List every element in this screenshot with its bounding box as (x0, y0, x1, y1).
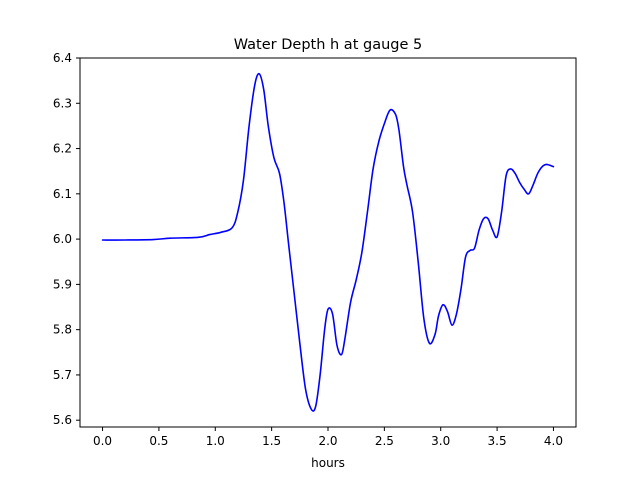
y-tick-label: 6.1 (53, 187, 72, 201)
x-tick-label: 1.0 (206, 434, 225, 448)
chart-title: Water Depth h at gauge 5 (234, 37, 422, 53)
x-tick-label: 0.5 (149, 434, 168, 448)
y-tick-label: 5.7 (53, 368, 72, 382)
series-line-1 (101, 72, 555, 412)
y-tick-label: 6.4 (53, 51, 72, 65)
y-tick-label: 6.3 (53, 96, 72, 110)
y-tick-label: 5.6 (53, 413, 72, 427)
x-axis-label: hours (311, 456, 345, 470)
x-tick-label: 4.0 (544, 434, 563, 448)
plot-area (79, 57, 577, 428)
x-tick-label: 2.0 (318, 434, 337, 448)
y-tick-label: 5.9 (53, 277, 72, 291)
x-tick-label: 1.5 (262, 434, 281, 448)
x-tick-label: 3.5 (488, 434, 507, 448)
y-axis: 5.6 5.7 5.8 5.9 6.0 6.1 6.2 6.3 6.4 (53, 51, 80, 427)
x-tick-label: 3.0 (431, 434, 450, 448)
y-tick-label: 6.2 (53, 142, 72, 156)
x-tick-label: 0.0 (93, 434, 112, 448)
y-tick-label: 5.8 (53, 323, 72, 337)
x-axis: 0.0 0.5 1.0 1.5 2.0 2.5 3.0 3.5 4.0 (93, 427, 563, 448)
y-tick-label: 6.0 (53, 232, 72, 246)
plot-frame (79, 57, 577, 428)
x-tick-label: 2.5 (375, 434, 394, 448)
